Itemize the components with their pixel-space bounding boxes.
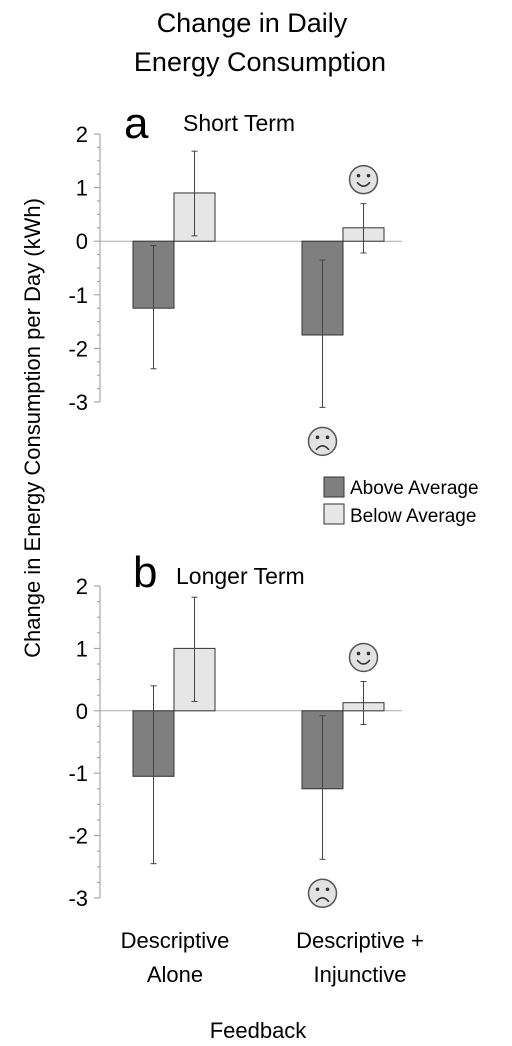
chart-title-line-2: Energy Consumption (134, 47, 386, 77)
legend-label-above-average: Above Average (350, 478, 479, 499)
category-label-0-line-2: Alone (147, 962, 203, 987)
panel-b-y-tick-label: -3 (68, 886, 88, 911)
panel-b-error-bar-0-1 (319, 715, 326, 860)
legend-label-below-average: Below Average (350, 506, 476, 527)
panel-a-y-tick-label: 1 (76, 176, 88, 201)
panel-a-error-bar-1-0 (191, 150, 198, 237)
panel-b-smiley-face-icon (348, 642, 379, 673)
panel-b-y-tick-label: 2 (76, 574, 88, 599)
panel-b-letter: b (133, 548, 157, 597)
panel-a-error-bar-0-1 (319, 259, 326, 408)
x-axis-label: Feedback (210, 1018, 308, 1043)
panel-b-title: Longer Term (176, 563, 305, 589)
panel-b-y-tick-label: 0 (76, 699, 88, 724)
legend-swatch-below-average (323, 503, 345, 525)
panel-a-y-tick-label: -3 (68, 390, 88, 415)
panel-a-smiley-face-icon (348, 164, 379, 195)
panel-a-error-bar-1-1 (360, 203, 367, 254)
panel-b-y-tick-label: 1 (76, 636, 88, 661)
panel-a-y-tick-label: -1 (68, 283, 88, 308)
panel-a-y-tick-label: -2 (68, 336, 88, 361)
panel-b-error-bar-1-1 (360, 680, 367, 726)
category-label-0-line-1: Descriptive (121, 928, 230, 953)
panel-a-error-bar-0-0 (150, 244, 157, 370)
legend-swatch-above-average (323, 476, 345, 498)
panel-a-frowning-face-icon (307, 426, 338, 457)
category-label-1-line-1: Descriptive + (296, 928, 424, 953)
panel-b-frowning-face-icon (307, 878, 338, 909)
panel-a-letter: a (124, 99, 149, 148)
panel-b-error-bar-0-0 (150, 685, 157, 865)
panel-b-plot: 2 1 0 -1 -2 -3 (68, 574, 402, 911)
chart-title-line-1: Change in Daily (157, 8, 348, 38)
panel-b-error-bar-1-0 (191, 596, 198, 702)
panel-a-y-tick-label: 0 (76, 229, 88, 254)
y-axis-label: Change in Energy Consumption per Day (kW… (20, 198, 45, 658)
panel-a-plot: 2 1 0 -1 -2 -3 (68, 122, 402, 457)
category-label-1-line-2: Injunctive (314, 962, 407, 987)
panel-b-y-tick-label: -1 (68, 761, 88, 786)
panel-a-title: Short Term (183, 110, 295, 136)
panel-b-y-tick-label: -2 (68, 824, 88, 849)
panel-a-y-tick-label: 2 (76, 122, 88, 147)
